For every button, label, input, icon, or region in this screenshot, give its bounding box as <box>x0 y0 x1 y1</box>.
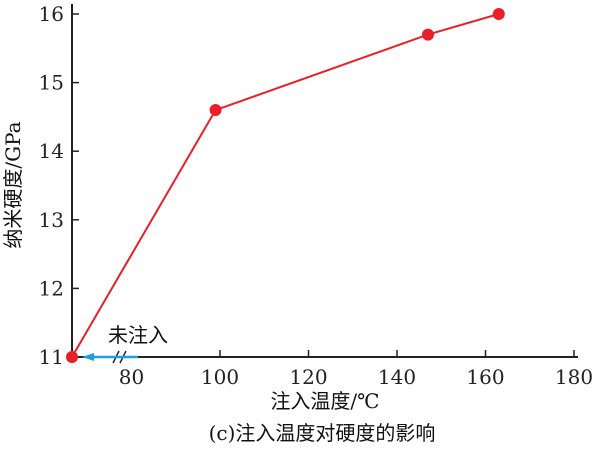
y-tick-label: 12 <box>39 276 64 300</box>
y-tick-label: 15 <box>39 71 64 95</box>
axes <box>71 4 578 364</box>
y-axis-label: 纳米硬度/GPa <box>1 121 25 248</box>
x-tick-label: 100 <box>201 365 239 389</box>
data-point <box>421 28 434 41</box>
series-line <box>71 13 500 358</box>
chart-caption: (c)注入温度对硬度的影响 <box>209 421 436 445</box>
ticks: 80 100 120 140 160 180 11 12 13 14 15 16 <box>39 2 594 389</box>
x-tick-label: 180 <box>555 365 593 389</box>
y-tick-label: 11 <box>39 345 64 369</box>
annotation-arrow-head <box>82 353 94 361</box>
x-axis-label: 注入温度/℃ <box>270 389 379 413</box>
data-point <box>209 104 222 117</box>
annotation-label: 未注入 <box>108 323 168 347</box>
data-point <box>66 351 78 363</box>
data-point <box>492 8 505 20</box>
y-tick-label: 14 <box>39 139 64 163</box>
x-tick-label: 120 <box>289 365 327 389</box>
x-tick-label: 160 <box>466 365 504 389</box>
y-tick-label: 16 <box>39 2 64 26</box>
y-tick-label: 13 <box>39 208 64 232</box>
x-tick-label: 80 <box>119 365 144 389</box>
series <box>66 8 505 363</box>
x-tick-label: 140 <box>378 365 416 389</box>
